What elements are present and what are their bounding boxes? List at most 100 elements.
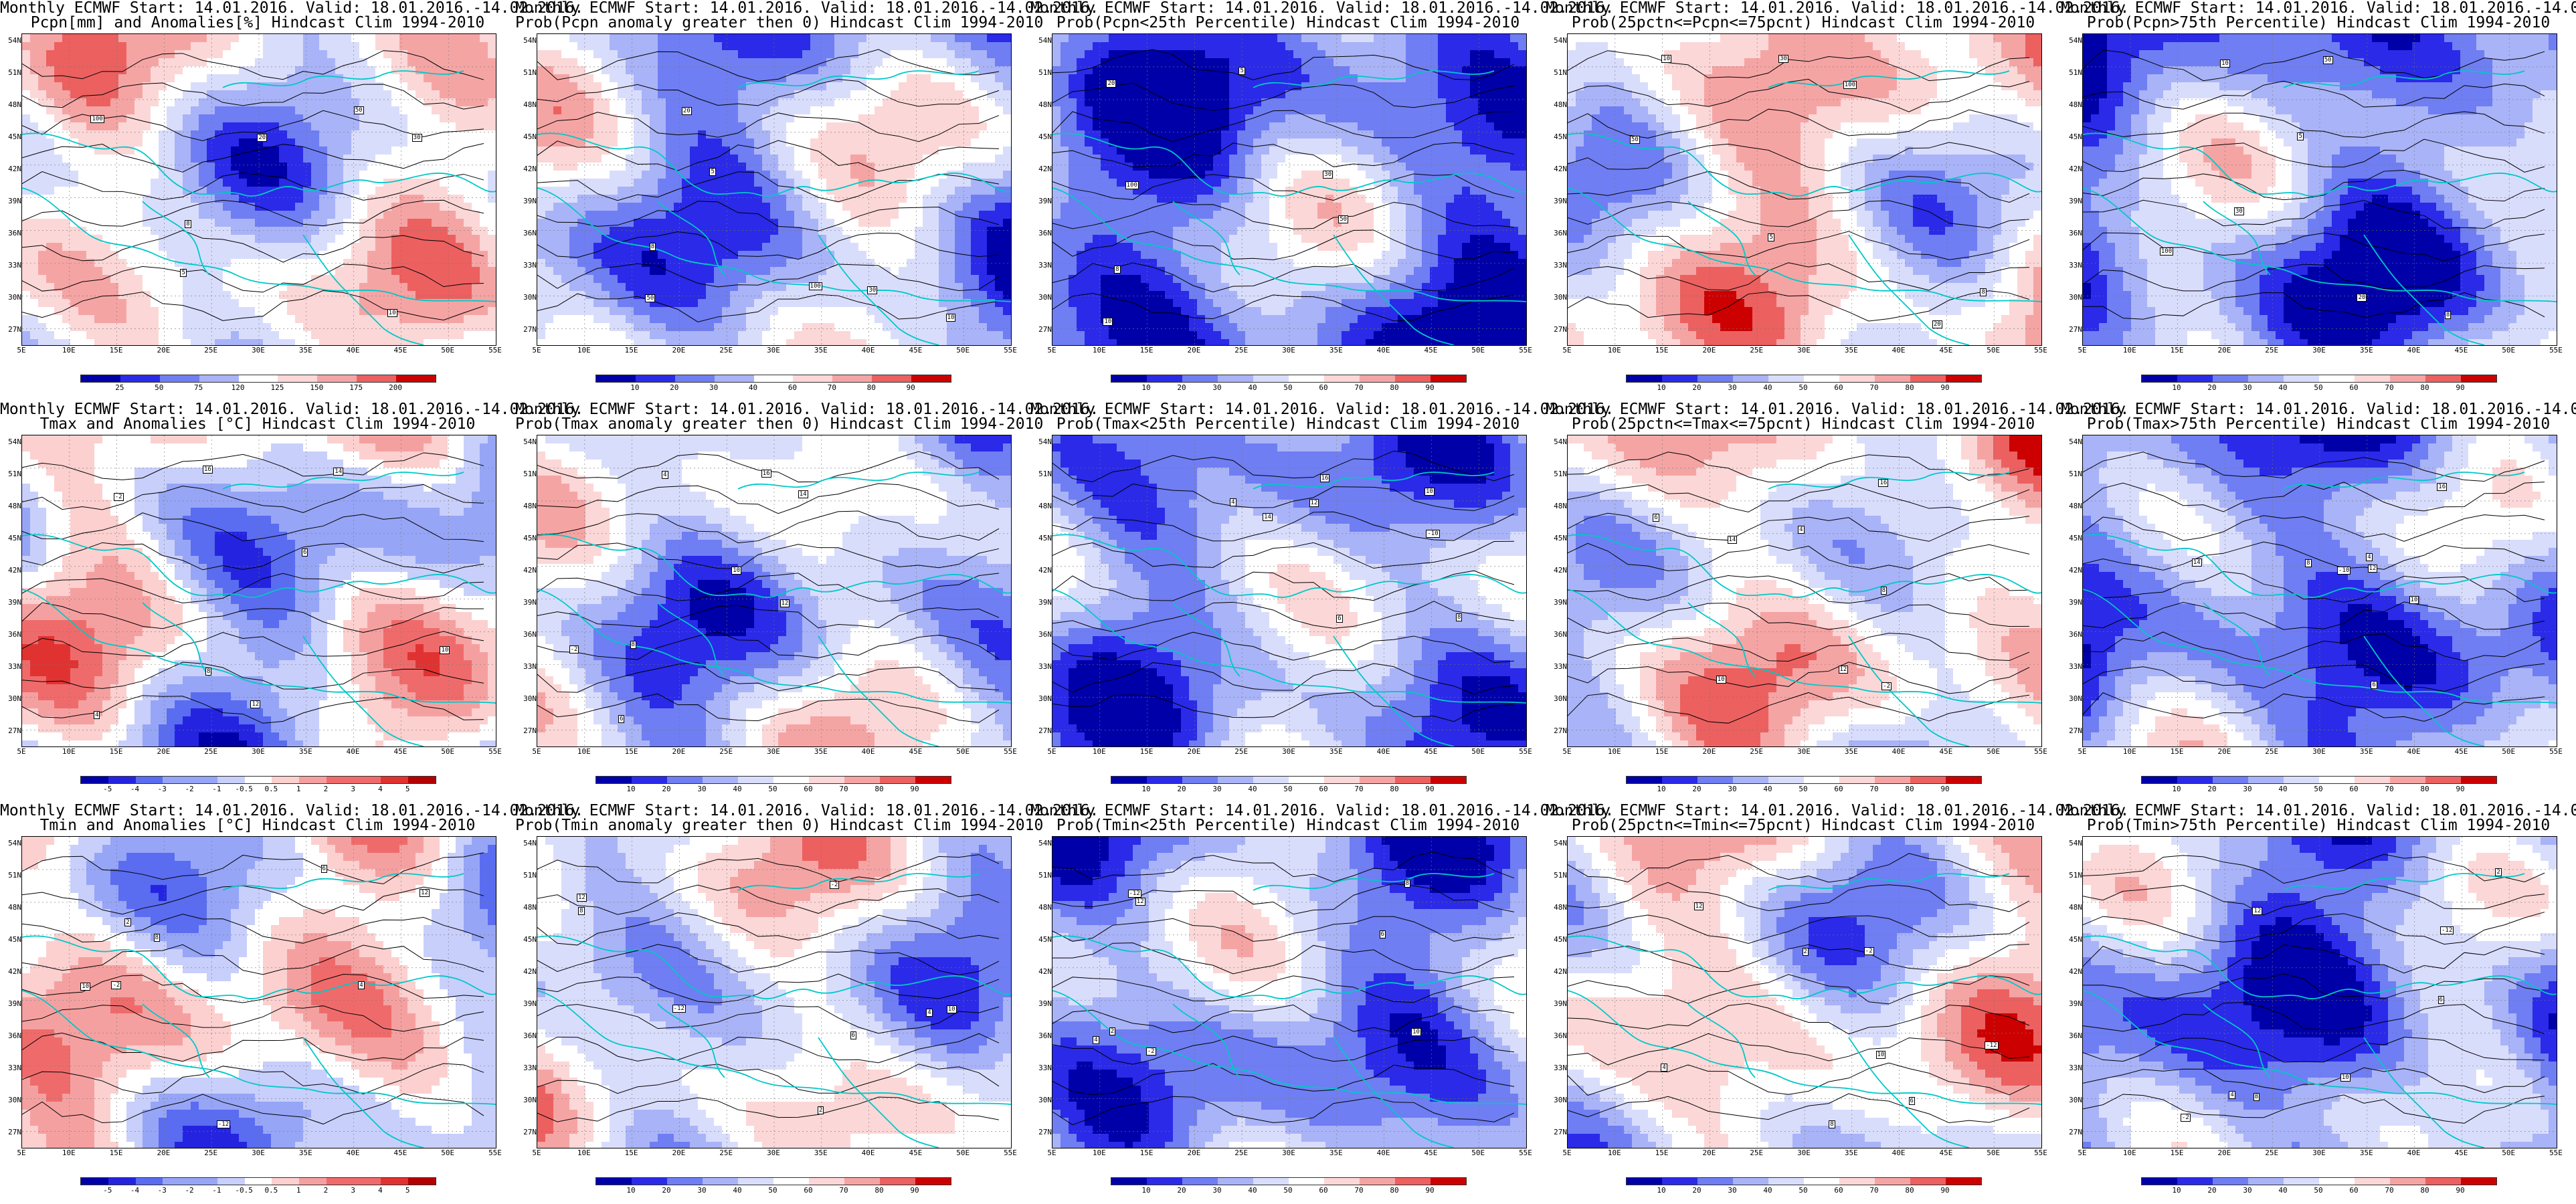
contour-line xyxy=(1568,262,2030,291)
contour-label: 4 xyxy=(358,981,365,990)
colorbar-tick-label: 90 xyxy=(2456,383,2464,392)
coastline xyxy=(22,132,496,197)
latitude-label: 54N xyxy=(1032,437,1052,446)
longitude-label: 45E xyxy=(909,747,922,756)
contour-line xyxy=(1568,603,2030,634)
contour-line xyxy=(2083,80,2545,110)
contour-label: -2 xyxy=(569,645,579,654)
contour-label: 10 xyxy=(731,567,742,575)
colorbar-segment xyxy=(2284,375,2319,382)
colorbar-tick-label: 80 xyxy=(2420,785,2429,793)
contour-label: 16 xyxy=(2437,483,2448,492)
panel-title: Monthly ECMWF Start: 14.01.2016. Valid: … xyxy=(0,0,583,17)
colorbar-tick-label: 80 xyxy=(1905,383,1914,392)
contour-line xyxy=(22,452,484,480)
contour-label: 10 xyxy=(440,645,450,654)
longitude-label: 30E xyxy=(2312,346,2326,355)
colorbar-segment xyxy=(381,1178,409,1185)
contour-line xyxy=(22,914,484,944)
forecast-panel: Monthly ECMWF Start: 14.01.2016. Valid: … xyxy=(0,803,583,1204)
contour-line xyxy=(1568,50,2030,82)
colorbar-tick-label: 30 xyxy=(2243,785,2251,793)
contour-line xyxy=(2083,663,2545,692)
forecast-map: 30 100 50 5 8 10 20 xyxy=(1052,33,1527,346)
latitude-label: 54N xyxy=(1,839,21,847)
longitude-label: 10E xyxy=(1093,346,1106,355)
longitude-label: 50E xyxy=(2502,747,2515,756)
colorbar-tick-label: 4 xyxy=(378,785,383,793)
longitude-label: 50E xyxy=(956,747,970,756)
latitude-label: 39N xyxy=(1032,197,1052,205)
latitude-label: 39N xyxy=(1547,999,1567,1008)
colorbar-segment xyxy=(1218,777,1253,783)
latitude-label: 54N xyxy=(1,437,21,446)
contour-line xyxy=(1568,1093,2030,1124)
longitude-label: 30E xyxy=(1797,346,1811,355)
contour-line xyxy=(1568,944,2030,972)
colorbar-segment xyxy=(2177,375,2213,382)
colorbar-tick-label: 80 xyxy=(1905,1186,1914,1195)
colorbar-tick-label: 3 xyxy=(351,1186,355,1195)
panel-title: Monthly ECMWF Start: 14.01.2016. Valid: … xyxy=(2061,401,2576,418)
contour-label: 100 xyxy=(808,282,822,290)
contour-label: -10 xyxy=(1426,530,1440,538)
colorbar-tick-label: 40 xyxy=(2278,383,2287,392)
colorbar-tick-label: 30 xyxy=(1212,785,1221,793)
latitude-label: 39N xyxy=(1,197,21,205)
longitude-label: 30E xyxy=(767,346,780,355)
contour-label: 4 xyxy=(926,1009,933,1017)
map-svg xyxy=(537,34,1011,345)
contour-label: -2 xyxy=(1145,1047,1156,1056)
contour-line xyxy=(537,1064,1000,1094)
latitude-label: 48N xyxy=(517,903,537,912)
map-svg xyxy=(1568,34,2041,345)
longitude-label: 30E xyxy=(767,747,780,756)
contour-line xyxy=(1568,662,2030,694)
longitude-label: 50E xyxy=(1471,747,1485,756)
colorbar-tick-label: 80 xyxy=(867,383,876,392)
longitude-label: 40E xyxy=(2407,346,2421,355)
contour-label: 8 xyxy=(1980,288,1987,296)
forecast-panel: Monthly ECMWF Start: 14.01.2016. Valid: … xyxy=(2061,0,2576,401)
latitude-label: 51N xyxy=(1032,871,1052,880)
contour-line xyxy=(2083,1037,2545,1063)
map-svg xyxy=(1052,435,1526,746)
colorbar-tick-label: 80 xyxy=(2420,1186,2429,1195)
contour-label: 10 xyxy=(80,983,91,991)
longitude-label: 10E xyxy=(1093,1148,1106,1157)
colorbar-segment xyxy=(2248,777,2284,783)
colorbar-tick-label: 90 xyxy=(906,383,915,392)
latitude-label: 33N xyxy=(1032,662,1052,671)
colorbar xyxy=(2141,1177,2497,1185)
latitude-label: 36N xyxy=(2062,1031,2082,1040)
contour-label: 50 xyxy=(2322,56,2333,65)
colorbar-segment xyxy=(1253,375,1289,382)
contour-line xyxy=(537,944,1000,975)
contour-label: 12 xyxy=(779,599,790,608)
forecast-panel: Monthly ECMWF Start: 14.01.2016. Valid: … xyxy=(515,803,1099,1204)
coastline xyxy=(1568,187,2041,302)
latitude-label: 45N xyxy=(1547,534,1567,542)
colorbar-tick-label: 20 xyxy=(1692,383,1701,392)
latitude-label: 54N xyxy=(517,437,537,446)
longitude-label: 45E xyxy=(1939,346,1952,355)
map-svg xyxy=(22,435,496,746)
longitude-label: 15E xyxy=(110,747,123,756)
latitude-label: 30N xyxy=(1032,293,1052,302)
colorbar-segment xyxy=(317,375,357,382)
latitude-label: 33N xyxy=(1032,261,1052,270)
contour-line xyxy=(2083,944,2545,974)
coastline xyxy=(818,234,939,345)
colorbar-tick-label: -5 xyxy=(103,785,112,793)
contour-label: 10 xyxy=(1716,676,1726,684)
colorbar-segment xyxy=(1946,375,1981,382)
contour-line xyxy=(2083,912,2545,945)
contour-label: 8 xyxy=(1829,1120,1835,1128)
colorbar-tick-label: 10 xyxy=(1141,383,1150,392)
contour-line xyxy=(22,1032,484,1062)
colorbar-tick-label: 4 xyxy=(378,1186,383,1195)
colorbar-tick-label: 60 xyxy=(1834,383,1843,392)
longitude-label: 55E xyxy=(2549,747,2563,756)
coastline xyxy=(737,472,980,490)
contour-label: 4 xyxy=(1230,498,1236,506)
